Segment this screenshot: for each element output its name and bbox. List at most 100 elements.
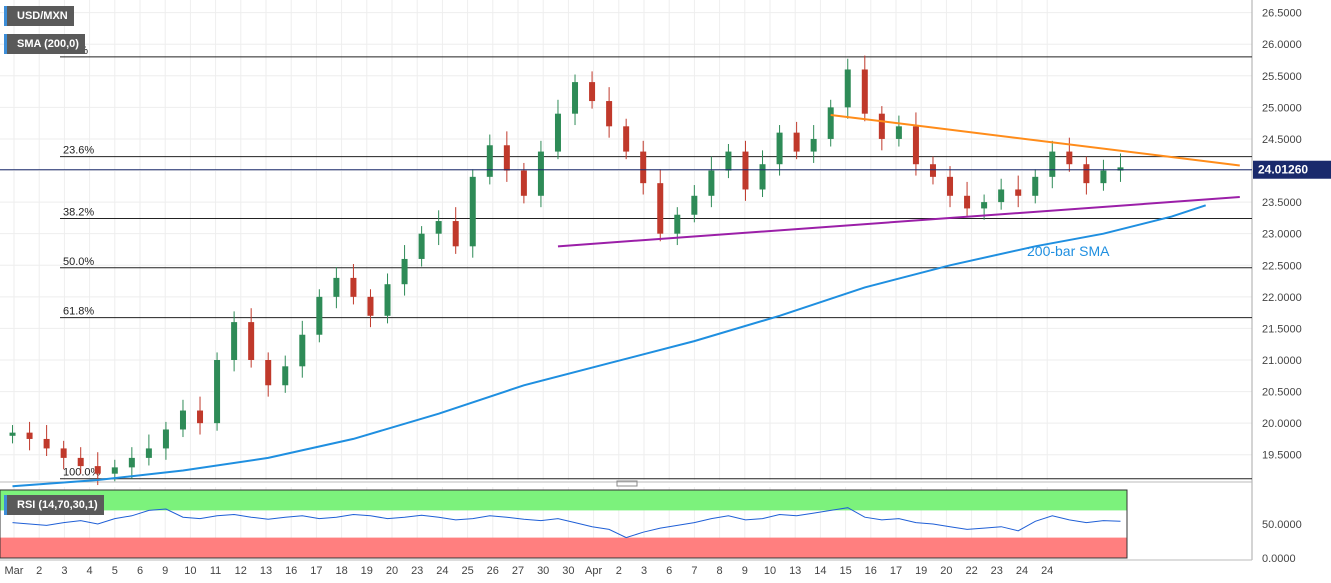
x-tick-label: Mar [5,565,24,577]
x-tick-label: 3 [641,565,647,577]
candle-body [179,410,186,430]
x-tick-label: 16 [865,565,877,577]
candle-body [1049,151,1056,177]
x-tick-label: Apr [585,565,602,577]
y-tick-label: 21.5000 [1262,323,1302,335]
candle-body [26,432,33,439]
fibonacci-level-label: 38.2% [63,207,94,219]
resistance-trendline [830,113,1240,167]
candle-body [776,132,783,165]
y-tick-label: 23.5000 [1262,197,1302,209]
x-tick-label: 30 [562,565,574,577]
candle-body [998,189,1005,203]
candle-body [316,296,323,335]
candle-body [964,195,971,209]
sma-indicator-label: SMA (200,0) [4,34,85,54]
y-tick-label: 20.0000 [1262,418,1302,430]
candle-body [214,360,221,424]
x-tick-label: 10 [184,565,196,577]
x-tick-label: 9 [742,565,748,577]
candle-body [1015,189,1022,196]
x-tick-label: 19 [915,565,927,577]
sma-200-line [12,204,1207,488]
fibonacci-level-label: 23.6% [63,145,94,157]
candle-body [912,126,919,165]
candle-body [367,296,374,316]
rsi-overbought-zone [0,490,1127,511]
y-tick-label: 23.0000 [1262,229,1302,241]
candle-body [299,334,306,367]
x-tick-label: 13 [260,565,272,577]
x-tick-label: 18 [335,565,347,577]
x-tick-label: 6 [666,565,672,577]
candle-body [844,69,851,108]
candle-body [878,113,885,139]
last-price-label: 24.01260 [1258,163,1308,177]
x-tick-label: 26 [487,565,499,577]
y-tick-label: 26.5000 [1262,8,1302,20]
x-tick-label: 12 [235,565,247,577]
x-tick-label: 20 [386,565,398,577]
candle-body [947,176,954,196]
fibonacci-level-label: 61.8% [63,306,94,318]
candle-body [827,107,834,139]
candle-body [503,145,510,171]
candle-body [231,322,238,360]
candle-body [350,277,357,297]
candle-body [77,457,84,467]
candle-body [282,366,289,386]
candle-body [537,151,544,196]
sma-annotation-label: 200-bar SMA [1027,243,1110,259]
last-price-badge [1253,160,1331,179]
rsi-indicator-label: RSI (14,70,30,1) [4,495,104,515]
candle-body [248,322,255,360]
candle-body [725,151,732,171]
candle-body [572,82,579,114]
x-tick-label: 11 [210,565,221,577]
candle-body [810,138,817,152]
candle-body [742,151,749,190]
candle-body [691,195,698,215]
candle-body [1032,176,1039,196]
candle-body [674,214,681,234]
y-tick-label: 21.0000 [1262,355,1302,367]
candle-body [162,429,169,449]
candle-body [435,221,442,234]
candle-body [128,457,135,468]
candle-body [1117,167,1124,171]
x-tick-label: 2 [36,565,42,577]
rsi-y-tick-label: 0.0000 [1262,553,1296,565]
candle-body [1066,151,1073,165]
x-tick-label: 17 [310,565,322,577]
candle-body [9,432,16,436]
x-tick-label: 4 [87,565,93,577]
rsi-pane-border [0,489,1128,559]
x-tick-label: 23 [411,565,423,577]
candle-body [606,101,613,127]
candle-body [929,164,936,177]
x-tick-label: 27 [512,565,524,577]
candle-body [265,360,272,386]
pane-resize-handle [616,480,638,487]
fibonacci-level-label: 50.0% [63,256,94,268]
candle-body [452,221,459,247]
x-tick-label: 17 [890,565,902,577]
x-tick-label: 30 [537,565,549,577]
y-tick-label: 25.5000 [1262,71,1302,83]
candle-body [861,69,868,114]
x-tick-label: 22 [965,565,977,577]
candle-body [1100,170,1107,184]
y-tick-label: 19.5000 [1262,450,1302,462]
x-tick-label: 24 [436,565,448,577]
candle-body [401,258,408,285]
x-tick-label: 19 [361,565,373,577]
fibonacci-level-label: 100.0% [63,467,101,479]
candle-body [333,277,340,297]
x-tick-label: 8 [717,565,723,577]
y-tick-label: 26.0000 [1262,39,1302,51]
candle-body [111,467,118,474]
symbol-label: USD/MXN [4,6,74,26]
candle-body [520,170,527,196]
x-tick-label: 14 [814,565,826,577]
